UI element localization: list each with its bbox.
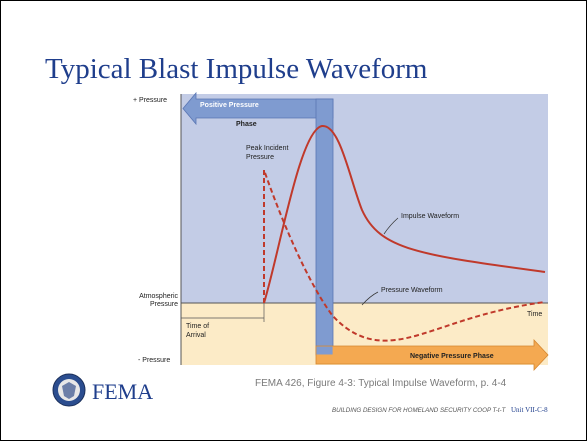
leader-line	[383, 217, 399, 235]
figure-caption: FEMA 426, Figure 4-3: Typical Impulse Wa…	[255, 378, 507, 389]
negative-phase-label: Negative Pressure Phase	[410, 353, 494, 360]
pressure-waveform	[263, 169, 546, 342]
impulse-waveform	[263, 124, 546, 304]
pressure-label: Pressure Waveform	[381, 287, 443, 294]
impulse-label: Impulse Waveform	[401, 213, 459, 220]
peak-label: Pressure	[246, 154, 274, 161]
seal-eagle	[62, 382, 76, 399]
unit-label: Unit VII-C-8	[511, 406, 548, 414]
arrival-label: Time of	[186, 323, 209, 330]
minus-pressure-label: - Pressure	[138, 357, 170, 364]
positive-phase-label: Phase	[236, 121, 257, 128]
plus-pressure-label: + Pressure	[133, 97, 167, 104]
phase-divider	[315, 98, 334, 356]
negative-phase-arrow	[315, 338, 549, 372]
time-label: Time	[527, 311, 542, 318]
course-name: BUILDING DESIGN FOR HOMELAND SECURITY CO…	[332, 407, 507, 414]
atmospheric-label: Pressure	[150, 301, 178, 308]
arrival-label: Arrival	[186, 332, 206, 339]
leader-line	[361, 291, 379, 306]
positive-region	[181, 94, 548, 303]
positive-phase-label: Positive Pressure	[200, 102, 259, 109]
peak-label: Peak Incident	[246, 145, 288, 152]
divider-overlap	[316, 346, 333, 355]
atmospheric-label: Atmospheric	[139, 293, 178, 300]
logo-text: FEMA	[92, 379, 153, 404]
slide-title: Typical Blast Impulse Waveform	[45, 53, 428, 85]
